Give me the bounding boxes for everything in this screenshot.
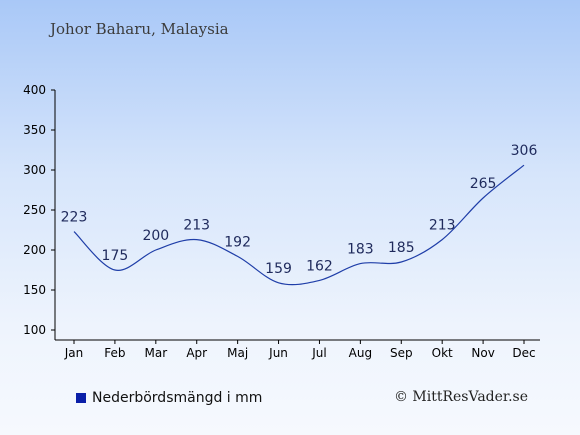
data-labels: 223 175 200 213 192 159 162 183 185 213 265 306	[61, 143, 538, 277]
data-label: 213	[183, 218, 210, 234]
y-tick-label: 100	[23, 323, 46, 337]
x-tick-label: Jun	[268, 346, 288, 360]
chart-title: Johor Baharu, Malaysia	[50, 20, 229, 38]
y-tick-label: 350	[23, 123, 46, 137]
data-label: 306	[511, 143, 538, 159]
x-tick-label: Aug	[349, 346, 372, 360]
y-tick-label: 150	[23, 283, 46, 297]
x-tick-label: Dec	[512, 346, 535, 360]
x-tick-labels: Jan Feb Mar Apr Maj Jun Jul Aug Sep Okt Nov Dec	[64, 346, 536, 360]
data-label: 183	[347, 242, 374, 258]
y-tick-label: 400	[23, 83, 46, 97]
legend-swatch	[76, 393, 86, 403]
x-tick-label: Feb	[104, 346, 125, 360]
legend: Nederbördsmängd i mm	[76, 390, 262, 406]
legend-label: Nederbördsmängd i mm	[92, 390, 263, 406]
data-label: 192	[224, 234, 251, 250]
data-label: 175	[102, 248, 129, 264]
data-label: 159	[265, 261, 292, 277]
y-tick-labels: 100 150 200 250 300 350 400	[23, 83, 46, 337]
x-tick-label: Maj	[227, 346, 248, 360]
x-tick-label: Sep	[390, 346, 413, 360]
x-tick-label: Nov	[471, 346, 494, 360]
data-label: 265	[470, 176, 497, 192]
x-tick-label: Jul	[311, 346, 326, 360]
data-label: 200	[142, 228, 169, 244]
data-label: 185	[388, 240, 415, 256]
x-tick-label: Okt	[432, 346, 453, 360]
x-tick-label: Mar	[144, 346, 167, 360]
data-label: 213	[429, 218, 456, 234]
x-tick-label: Jan	[64, 346, 84, 360]
axes	[51, 89, 540, 344]
data-label: 223	[61, 210, 88, 226]
data-label: 162	[306, 258, 333, 274]
series-line	[73, 164, 525, 286]
y-tick-label: 200	[23, 243, 46, 257]
credit-text: © MittResVader.se	[393, 389, 528, 405]
y-tick-label: 250	[23, 203, 46, 217]
x-tick-label: Apr	[186, 346, 207, 360]
y-tick-label: 300	[23, 163, 46, 177]
